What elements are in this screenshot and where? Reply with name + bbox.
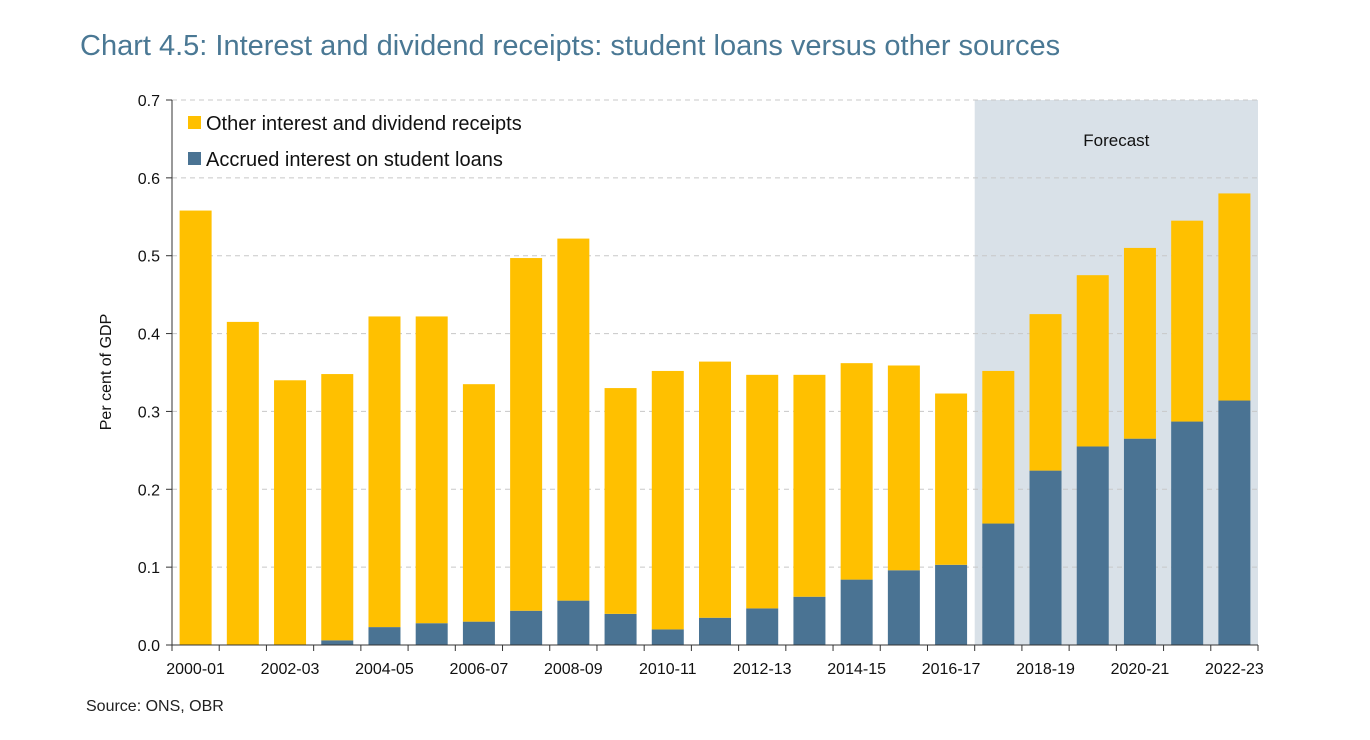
forecast-layer: Forecast [974, 100, 1258, 645]
bar-student-loans-2005-06 [415, 623, 448, 645]
bar-student-loans-2021-22 [1171, 421, 1204, 645]
bar-other-receipts-2010-11 [651, 370, 684, 630]
x-tick-label: 2008-09 [544, 661, 603, 678]
bar-student-loans-2008-09 [557, 600, 590, 645]
bar-other-receipts-2009-10 [604, 388, 637, 614]
bar-student-loans-2006-07 [462, 621, 495, 645]
bar-other-receipts-2007-08 [510, 258, 543, 611]
bar-student-loans-2020-21 [1123, 438, 1156, 645]
forecast-label: Forecast [1083, 131, 1149, 150]
bar-other-receipts-2011-12 [699, 361, 731, 618]
y-tick-label: 0.1 [138, 560, 160, 577]
bar-student-loans-2011-12 [699, 617, 731, 645]
bar-other-receipts-2006-07 [462, 384, 495, 622]
x-tick-label: 2006-07 [450, 661, 509, 678]
bar-other-receipts-2002-03 [274, 380, 307, 645]
x-tick-label: 2018-19 [1016, 661, 1075, 678]
bar-other-receipts-2003-04 [321, 374, 354, 641]
y-tick-label: 0.5 [138, 249, 160, 266]
y-tick-label: 0.6 [138, 171, 160, 188]
y-axis-title: Per cent of GDP [98, 314, 115, 431]
bar-other-receipts-2018-19 [1029, 314, 1062, 471]
legend-swatch [188, 152, 201, 165]
legend: Other interest and dividend receipts Accr… [188, 113, 522, 171]
bar-student-loans-2013-14 [793, 596, 826, 645]
bar-other-receipts-2001-02 [226, 321, 259, 645]
bar-other-receipts-2000-01 [179, 210, 212, 646]
bar-student-loans-2009-10 [604, 613, 637, 645]
bar-student-loans-2014-15 [840, 579, 873, 645]
x-tick-label: 2016-17 [922, 661, 981, 678]
y-tick-label: 0.7 [138, 93, 160, 110]
bar-student-loans-2018-19 [1029, 470, 1062, 645]
x-tick-label: 2000-01 [166, 661, 225, 678]
source-note: Source: ONS, OBR [86, 698, 224, 715]
axes: 0.0 0.1 0.2 0.3 0.4 0.5 0.6 0.7 2000-01 2002-03 20… [98, 93, 1264, 678]
bar-student-loans-2019-20 [1076, 446, 1109, 645]
bar-student-loans-2010-11 [651, 629, 684, 645]
legend-swatch [188, 116, 201, 129]
bar-other-receipts-2016-17 [935, 393, 968, 565]
y-tick-label: 0.2 [138, 482, 160, 499]
legend-label: Accrued interest on student loans [206, 149, 503, 171]
bar-other-receipts-2005-06 [415, 316, 448, 624]
bar-student-loans-2017-18 [982, 523, 1015, 645]
bar-other-receipts-2004-05 [368, 316, 401, 628]
y-tick-label: 0.0 [138, 638, 160, 655]
x-tick-label: 2012-13 [733, 661, 792, 678]
x-tick-label: 2020-21 [1111, 661, 1170, 678]
bar-student-loans-2004-05 [368, 627, 401, 645]
bar-other-receipts-2013-14 [793, 374, 826, 597]
bar-other-receipts-2019-20 [1076, 275, 1109, 447]
bar-student-loans-2003-04 [321, 640, 354, 645]
forecast-region [974, 100, 1258, 645]
bar-other-receipts-2020-21 [1123, 247, 1156, 439]
bar-student-loans-2007-08 [510, 610, 543, 645]
bar-student-loans-2016-17 [935, 564, 968, 645]
bars [179, 193, 1251, 646]
bar-student-loans-2022-23 [1218, 400, 1251, 645]
y-tick-label: 0.3 [138, 404, 160, 421]
bar-other-receipts-2022-23 [1218, 193, 1251, 401]
x-tick-label: 2010-11 [639, 661, 697, 678]
x-tick-label: 2022-23 [1205, 661, 1264, 678]
bar-other-receipts-2021-22 [1171, 220, 1204, 422]
y-tick-label: 0.4 [138, 327, 160, 344]
bar-other-receipts-2015-16 [887, 365, 920, 571]
x-tick-label: 2014-15 [827, 661, 886, 678]
bar-other-receipts-2014-15 [840, 363, 873, 580]
bar-student-loans-2012-13 [746, 608, 779, 645]
chart-title: Chart 4.5: Interest and dividend receipt… [80, 30, 1061, 62]
x-tick-label: 2002-03 [261, 661, 320, 678]
bar-other-receipts-2008-09 [557, 238, 590, 601]
bar-other-receipts-2017-18 [982, 370, 1015, 524]
bar-student-loans-2015-16 [887, 570, 920, 645]
x-tick-label: 2004-05 [355, 661, 414, 678]
legend-label: Other interest and dividend receipts [206, 113, 522, 135]
bar-other-receipts-2012-13 [746, 374, 779, 609]
